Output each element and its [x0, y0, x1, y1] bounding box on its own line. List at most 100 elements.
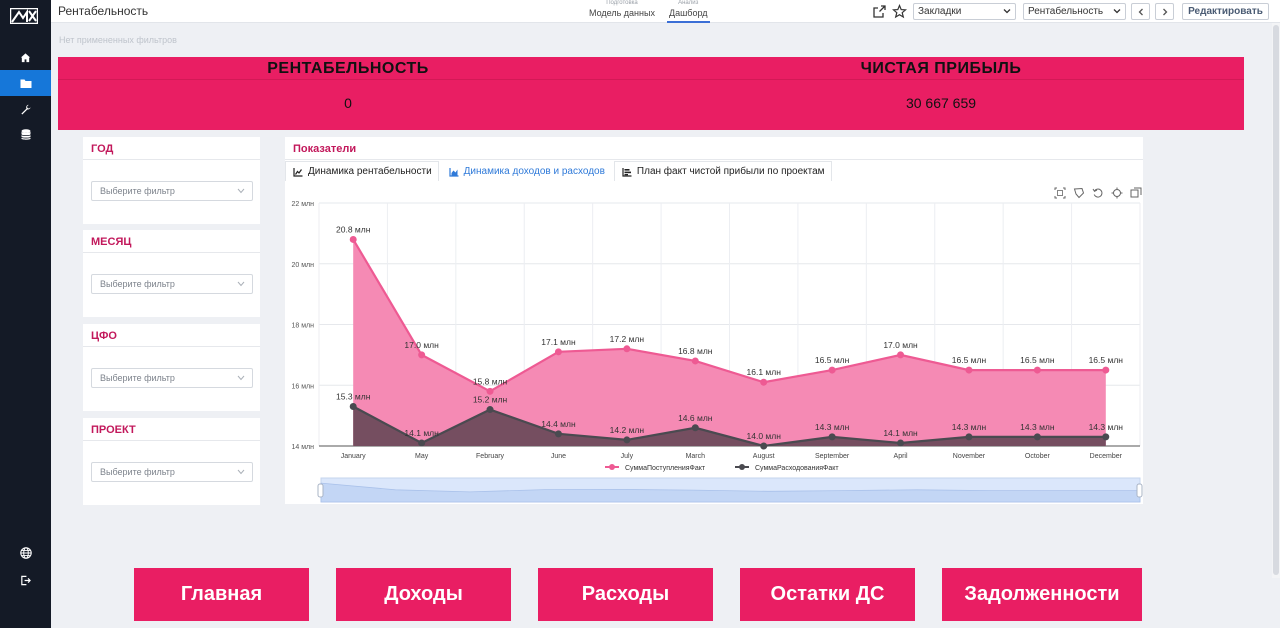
filter-project-placeholder: Выберите фильтр [100, 467, 175, 477]
filter-cfo-placeholder: Выберите фильтр [100, 373, 175, 383]
tab-plan-fact-projects[interactable]: План факт чистой прибыли по проектам [613, 161, 832, 181]
database-icon [20, 129, 31, 140]
nav-main-button[interactable]: Главная [134, 568, 309, 621]
tab-income-expense-dynamics[interactable]: Динамика доходов и расходов [440, 161, 612, 181]
income-expense-area-chart: 14 млн 16 млн 18 млн 20 млн 22 млн January May… [292, 201, 1143, 503]
bookmarks-select[interactable]: Закладки [913, 3, 1016, 20]
filter-project-divider [83, 440, 260, 441]
x-tick-label: July [621, 453, 634, 460]
x-tick-label: November [953, 453, 986, 460]
data-point [418, 351, 426, 359]
data-point [1033, 433, 1041, 441]
tab-dashboard-caption: Анализ [678, 0, 699, 6]
tools-nav[interactable] [0, 96, 51, 122]
filter-month-select[interactable]: Выберите фильтр [91, 274, 253, 294]
kpi-profitability: РЕНТАБЕЛЬНОСТЬ 0 [58, 57, 638, 130]
panel-title: Показатели [293, 143, 357, 155]
bar-chart-icon [622, 167, 632, 177]
filter-cfo-title: ЦФО [91, 330, 117, 342]
data-point [623, 345, 631, 353]
reset-zoom-icon[interactable] [1111, 187, 1123, 199]
x-tick-label: September [815, 453, 850, 460]
tab-profitability-dynamics[interactable]: Динамика рентабельности [285, 161, 439, 181]
nav-cash-balance-button[interactable]: Остатки ДС [740, 568, 915, 621]
series-line [352, 238, 1106, 393]
data-point [691, 424, 699, 432]
x-tick-label: May [415, 453, 429, 460]
filter-cfo-divider [83, 346, 260, 347]
app-logo[interactable] [10, 8, 38, 24]
globe-icon [19, 547, 32, 559]
filter-cfo-select[interactable]: Выберите фильтр [91, 368, 253, 388]
share-icon[interactable] [872, 4, 887, 19]
kpi-banner: РЕНТАБЕЛЬНОСТЬ 0 ЧИСТАЯ ПРИБЫЛЬ 30 667 6… [58, 57, 1244, 130]
page-scrollbar[interactable] [1272, 23, 1280, 578]
nav-expenses-button[interactable]: Расходы [538, 568, 713, 621]
kpi-net-profit: ЧИСТАЯ ПРИБЫЛЬ 30 667 659 [651, 57, 1231, 130]
panel-divider [285, 159, 1143, 160]
logout-nav[interactable] [0, 567, 51, 593]
kpi-profitability-value: 0 [344, 95, 352, 111]
page-title: Рентабельность [58, 4, 149, 18]
data-label: 14.4 млн [541, 419, 576, 429]
tab-data-model-label: Модель данных [589, 8, 655, 18]
lasso-icon[interactable] [1073, 187, 1085, 199]
scrollbar-thumb[interactable] [1273, 25, 1279, 575]
data-point [486, 387, 494, 395]
star-icon[interactable] [892, 4, 907, 19]
zoom-handle-left [317, 483, 324, 498]
database-nav[interactable] [0, 122, 51, 148]
home-nav[interactable] [0, 44, 51, 70]
next-sheet-button[interactable] [1155, 3, 1174, 20]
panel-tabs: Динамика рентабельности Динамика доходов… [285, 161, 834, 181]
tab-dashboard[interactable]: Анализ Дашборд [666, 0, 710, 23]
mode-tabs: Подготовка Модель данных Анализ Дашборд [587, 0, 710, 23]
prev-sheet-button[interactable] [1131, 3, 1150, 20]
data-point [828, 366, 836, 374]
restore-icon[interactable] [1092, 187, 1104, 199]
x-tick-label: October [1025, 453, 1051, 460]
folder-nav[interactable] [0, 70, 51, 96]
filter-year-select[interactable]: Выберите фильтр [91, 181, 253, 201]
data-label: 15.8 млн [473, 376, 508, 386]
data-label: 17.0 млн [883, 340, 918, 350]
data-label: 17.1 млн [541, 337, 576, 347]
chart-toolbox [1054, 187, 1142, 199]
legend-label: СуммаРасходованияФакт [755, 465, 839, 472]
nav-income-button[interactable]: Доходы [336, 568, 511, 621]
data-point [965, 433, 973, 441]
data-point [965, 366, 973, 374]
filter-project-select[interactable]: Выберите фильтр [91, 462, 253, 482]
y-tick-label: 16 млн [292, 383, 315, 390]
wrench-icon [21, 104, 31, 115]
series-line [352, 405, 1106, 448]
edit-button[interactable]: Редактировать [1182, 3, 1269, 20]
logout-icon [21, 575, 31, 585]
chevron-down-icon [237, 469, 245, 475]
tab-profitability-dynamics-label: Динамика рентабельности [308, 166, 432, 177]
legend-label: СуммаПоступленияФакт [625, 465, 706, 472]
nav-debts-button[interactable]: Задолженности [942, 568, 1142, 621]
tab-data-model[interactable]: Подготовка Модель данных [587, 0, 657, 23]
data-label: 16.1 млн [747, 367, 782, 377]
kpi-net-profit-label: ЧИСТАЯ ПРИБЫЛЬ [860, 60, 1022, 77]
data-point [349, 403, 357, 411]
tab-plan-fact-projects-label: План факт чистой прибыли по проектам [636, 166, 825, 177]
sheet-select[interactable]: Рентабельность [1023, 3, 1126, 20]
data-label: 14.0 млн [747, 431, 782, 441]
data-label: 17.2 млн [610, 334, 645, 344]
zoom-area-icon[interactable] [1054, 187, 1066, 199]
bookmarks-select-value: Закладки [918, 6, 962, 17]
filter-month-divider [83, 252, 260, 253]
line-chart-icon [293, 167, 303, 177]
filter-year-divider [83, 159, 260, 160]
kpi-net-profit-value: 30 667 659 [905, 95, 977, 111]
data-label: 16.5 млн [952, 355, 987, 365]
chevron-down-icon [1003, 9, 1011, 14]
y-tick-label: 22 млн [292, 201, 315, 208]
language-nav[interactable] [0, 540, 51, 566]
data-label: 15.3 млн [336, 392, 371, 402]
top-bar: Рентабельность Подготовка Модель данных … [51, 0, 1280, 23]
save-image-icon[interactable] [1130, 187, 1142, 199]
filter-project-title: ПРОЕКТ [91, 424, 136, 436]
